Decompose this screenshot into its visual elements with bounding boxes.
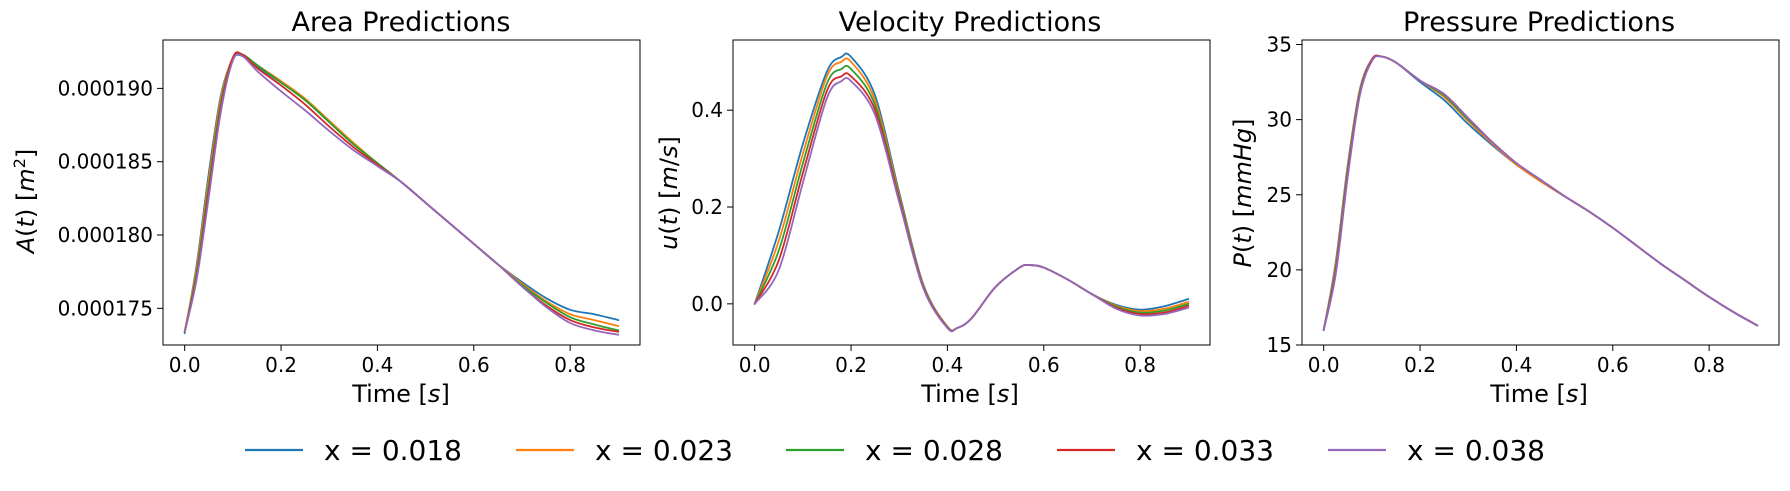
x-tick-label: 0.6 (458, 353, 490, 377)
x-tick-label: 0.4 (932, 353, 964, 377)
y-tick-label: 0.000175 (58, 296, 153, 320)
svg-text:P(t) [mmHg]: P(t) [mmHg] (1229, 118, 1257, 267)
series-line (183, 51, 620, 333)
x-tick-label: 0.8 (1124, 353, 1156, 377)
y-tick-label: 25 (1267, 183, 1292, 207)
legend: x = 0.018 x = 0.023 x = 0.028 x = 0.033 … (245, 434, 1545, 467)
series-line (183, 53, 620, 336)
legend-label: x = 0.018 (324, 434, 462, 467)
y-axis-label: u(t) [m/s] (655, 136, 683, 250)
y-tick-label: 20 (1267, 258, 1292, 282)
legend-entry: x = 0.028 (786, 434, 1003, 467)
x-tick-label: 0.0 (169, 353, 201, 377)
series-line (1322, 54, 1759, 331)
series-line (753, 57, 1190, 332)
legend-entry: x = 0.023 (516, 434, 733, 467)
y-tick-label: 15 (1267, 333, 1292, 357)
plot-layer: 0.0 0.2 0.4 0.6 0.8 0.000175 0.000180 0.000185 0… (58, 33, 1780, 377)
x-tick-label: 0.6 (1597, 353, 1629, 377)
series-line (1322, 54, 1759, 331)
legend-label: x = 0.028 (865, 434, 1003, 467)
legend-entry: x = 0.018 (245, 434, 462, 467)
y-axis-label: A(t) [m2] (10, 149, 41, 256)
axes-frame (1301, 39, 1780, 346)
plot-area: 0.0 0.2 0.4 0.6 0.8 0.000175 0.000180 0.000185 0… (58, 39, 641, 377)
y-tick-label: 0.000180 (58, 223, 153, 247)
plot-area: 0.0 0.2 0.4 0.6 0.8 15 20 25 30 35 (1267, 33, 1780, 377)
x-tick-label: 0.2 (1404, 353, 1436, 377)
legend-entry: x = 0.038 (1328, 434, 1545, 467)
series-line (1322, 55, 1759, 331)
series-line (183, 53, 620, 335)
legend-label: x = 0.038 (1407, 434, 1545, 467)
panel-area: Area Predictions A(t) [m2] Time [s] (10, 7, 511, 408)
x-tick-label: 0.4 (362, 353, 394, 377)
series-line (753, 77, 1190, 333)
legend-label: x = 0.023 (595, 434, 733, 467)
x-tick-label: 0.0 (739, 353, 771, 377)
panel-pressure: Pressure Predictions P(t) [mmHg] Time [s… (1229, 7, 1675, 408)
legend-entry: x = 0.033 (1057, 434, 1274, 467)
axes-frame (732, 39, 1211, 346)
y-tick-label: 0.0 (691, 292, 723, 316)
x-tick-label: 0.0 (1308, 353, 1340, 377)
y-tick-label: 35 (1267, 33, 1292, 57)
x-tick-label: 0.2 (835, 353, 867, 377)
series-line (753, 72, 1190, 332)
x-tick-label: 0.8 (554, 353, 586, 377)
series-line (1322, 54, 1759, 331)
series-group (1322, 54, 1759, 331)
y-tick-label: 0.2 (691, 195, 723, 219)
series-line (183, 52, 620, 333)
series-line (753, 64, 1190, 332)
panel-title: Pressure Predictions (1403, 7, 1675, 38)
x-tick-label: 0.6 (1028, 353, 1060, 377)
x-axis-label: Time [s] (920, 380, 1019, 408)
x-axis-label: Time [s] (1489, 380, 1588, 408)
panel-velocity: Velocity Predictions u(t) [m/s] Time [s] (655, 7, 1101, 408)
series-group (183, 51, 620, 336)
y-tick-label: 0.4 (691, 98, 723, 122)
legend-label: x = 0.033 (1136, 434, 1274, 467)
x-axis-label: Time [s] (351, 380, 450, 408)
plot-area: 0.0 0.2 0.4 0.6 0.8 0.0 0.2 0.4 (691, 39, 1211, 377)
y-tick-label: 0.000185 (58, 150, 153, 174)
series-line (183, 51, 620, 333)
svg-text:u(t) [m/s]: u(t) [m/s] (655, 136, 683, 250)
y-axis-label: P(t) [mmHg] (1229, 118, 1257, 267)
x-tick-label: 0.8 (1693, 353, 1725, 377)
panel-title: Area Predictions (292, 7, 511, 38)
x-tick-label: 0.4 (1501, 353, 1533, 377)
y-tick-label: 0.000190 (58, 76, 153, 100)
x-tick-label: 0.2 (265, 353, 297, 377)
series-group (753, 52, 1190, 333)
series-line (1322, 54, 1759, 331)
panel-title: Velocity Predictions (839, 7, 1102, 38)
y-tick-label: 30 (1267, 108, 1292, 132)
svg-text:A(t) [m2]: A(t) [m2] (10, 149, 41, 256)
axes-frame (162, 39, 641, 346)
